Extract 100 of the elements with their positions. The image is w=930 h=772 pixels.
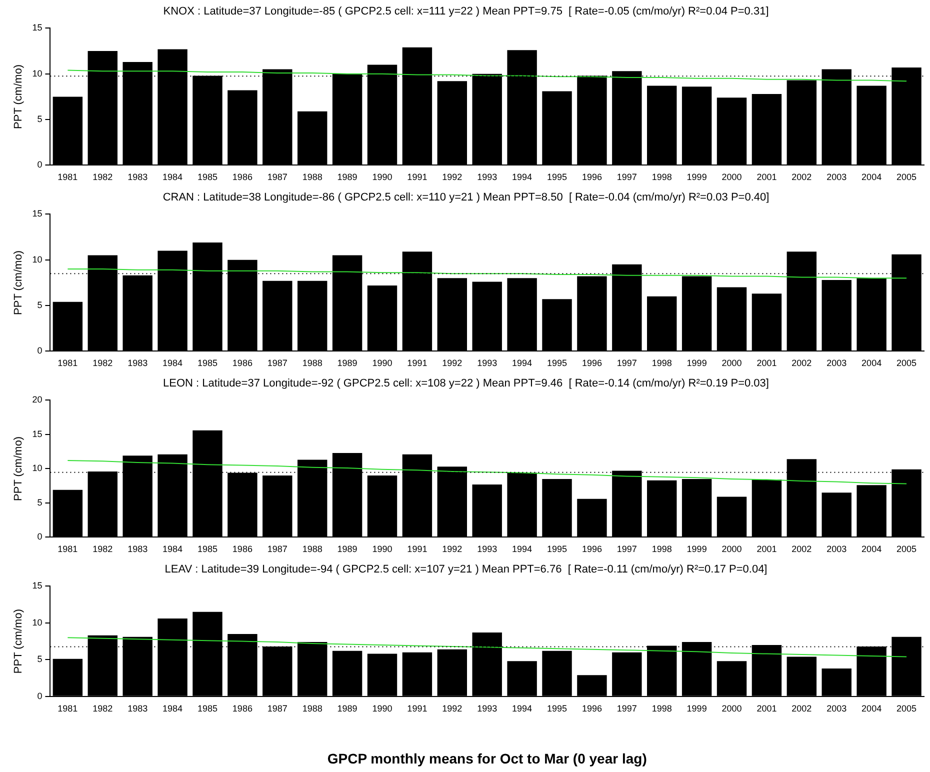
x-tick-label: 1994 xyxy=(512,544,532,554)
x-tick-label: 2002 xyxy=(792,358,812,368)
x-tick-label: 2001 xyxy=(756,172,777,182)
x-tick-label: 1991 xyxy=(407,358,428,368)
x-tick-label: 1991 xyxy=(407,172,428,182)
x-tick-label: 2005 xyxy=(896,358,917,368)
x-tick-label: 1990 xyxy=(372,172,392,182)
y-tick-label: 5 xyxy=(37,654,42,664)
y-tick-label: 5 xyxy=(37,497,42,508)
x-tick-label: 2001 xyxy=(756,544,777,554)
x-tick-label: 2001 xyxy=(756,358,777,368)
x-tick-label: 2002 xyxy=(792,544,812,554)
x-tick-label: 1981 xyxy=(58,358,78,368)
x-tick-label: 2004 xyxy=(862,172,882,182)
chart-title: LEAV : Latitude=39 Longitude=-94 ( GPCP2.5 cell: x=107 y=21 ) Mean PPT=6.76 [ Rate=-0.11 (cm/mo/yr) R²=0.17 P=0.04] xyxy=(164,564,768,576)
y-tick-label: 15 xyxy=(32,428,42,439)
x-tick-label: 1987 xyxy=(267,358,288,368)
x-tick-label: 1986 xyxy=(232,358,252,368)
chart-title: LEON : Latitude=37 Longitude=-92 ( GPCP2.5 cell: x=108 y=22 ) Mean PPT=9.46 [ Rate=-0.14 (cm/mo/yr) R²=0.19 P=0.03] xyxy=(163,378,769,390)
y-axis-title: PPT (cm/mo) xyxy=(12,609,25,674)
x-tick-label: 1986 xyxy=(232,172,252,182)
x-tick-label: 1984 xyxy=(162,703,183,714)
x-tick-label: 2000 xyxy=(722,544,742,554)
x-tick-label: 1989 xyxy=(337,544,358,554)
x-tick-label: 1987 xyxy=(267,703,288,714)
x-tick-label: 1995 xyxy=(546,544,568,554)
y-tick-label: 5 xyxy=(37,114,42,124)
y-tick-label: 15 xyxy=(32,580,42,591)
x-tick-label: 2003 xyxy=(826,703,847,714)
x-tick-label: 1999 xyxy=(686,544,707,554)
x-tick-label: 1989 xyxy=(337,703,358,714)
x-tick-label: 1994 xyxy=(512,172,532,182)
x-tick-label: 2000 xyxy=(722,358,742,368)
x-tick-label: 1998 xyxy=(652,703,672,714)
y-axis-title: PPT (cm/mo) xyxy=(12,436,25,501)
y-tick-label: 15 xyxy=(32,22,42,33)
y-tick-label: 0 xyxy=(37,160,42,170)
y-tick-label: 0 xyxy=(37,690,42,701)
x-tick-label: 2003 xyxy=(826,358,847,368)
x-tick-label: 1984 xyxy=(162,544,183,554)
x-tick-label: 1981 xyxy=(58,544,78,554)
y-tick-label: 5 xyxy=(37,300,42,310)
x-tick-label: 1999 xyxy=(686,358,707,368)
x-tick-label: 2001 xyxy=(756,703,777,714)
x-tick-label: 1987 xyxy=(267,172,288,182)
x-tick-label: 1981 xyxy=(58,703,78,714)
x-tick-label: 1989 xyxy=(337,172,358,182)
x-tick-label: 2005 xyxy=(896,544,917,554)
x-tick-label: 1992 xyxy=(442,703,462,714)
x-tick-label: 1983 xyxy=(128,172,148,182)
x-tick-label: 1998 xyxy=(652,358,672,368)
x-tick-label: 1981 xyxy=(58,172,78,182)
x-tick-label: 1999 xyxy=(686,172,707,182)
x-tick-label: 1988 xyxy=(302,703,322,714)
x-tick-label: 1996 xyxy=(582,703,602,714)
chart-title: CRAN : Latitude=38 Longitude=-86 ( GPCP2.5 cell: x=110 y=21 ) Mean PPT=8.50 [ Rate=-0.04 (cm/mo/yr) R²=0.03 P=0.40] xyxy=(162,192,770,204)
x-tick-label: 2004 xyxy=(862,544,882,554)
x-tick-label: 1984 xyxy=(162,172,183,182)
y-tick-label: 0 xyxy=(37,346,42,356)
x-tick-label: 1985 xyxy=(197,358,218,368)
x-axis-title: GPCP monthly means for Oct to Mar (0 year lag) xyxy=(327,750,647,766)
x-tick-label: 1992 xyxy=(442,172,462,182)
x-tick-label: 1982 xyxy=(92,358,113,368)
x-tick-label: 1987 xyxy=(267,544,288,554)
x-tick-label: 1993 xyxy=(477,358,498,368)
y-tick-label: 10 xyxy=(32,68,42,78)
x-tick-label: 1997 xyxy=(616,358,637,368)
x-tick-label: 1996 xyxy=(582,358,602,368)
x-tick-label: 1983 xyxy=(128,703,148,714)
y-axis-title: PPT (cm/mo) xyxy=(12,250,25,315)
y-tick-label: 20 xyxy=(32,394,42,405)
x-tick-label: 1984 xyxy=(162,358,183,368)
x-tick-label: 1997 xyxy=(616,703,637,714)
x-tick-label: 1988 xyxy=(302,358,322,368)
x-tick-label: 2000 xyxy=(722,172,742,182)
x-tick-label: 2005 xyxy=(896,172,917,182)
x-tick-label: 1996 xyxy=(582,172,602,182)
x-tick-label: 1994 xyxy=(512,358,532,368)
y-tick-label: 0 xyxy=(37,532,42,542)
x-tick-label: 1986 xyxy=(232,544,252,554)
x-tick-label: 1994 xyxy=(512,703,532,714)
y-tick-label: 10 xyxy=(32,254,42,264)
x-tick-label: 1983 xyxy=(128,544,148,554)
x-tick-label: 1982 xyxy=(92,703,113,714)
x-tick-label: 1998 xyxy=(652,172,672,182)
x-tick-label: 1995 xyxy=(546,703,568,714)
x-tick-label: 1997 xyxy=(616,544,637,554)
x-tick-label: 1990 xyxy=(372,358,392,368)
x-tick-label: 1995 xyxy=(546,358,568,368)
x-tick-label: 1995 xyxy=(546,172,568,182)
x-tick-label: 1986 xyxy=(232,703,252,714)
y-axis-title: PPT (cm/mo) xyxy=(12,64,25,129)
x-tick-label: 2004 xyxy=(862,358,882,368)
x-tick-label: 2005 xyxy=(896,703,917,714)
chart-title: KNOX : Latitude=37 Longitude=-85 ( GPCP2.5 cell: x=111 y=22 ) Mean PPT=9.75 [ Rate=-0.05 (cm/mo/yr) R²=0.04 P=0.31] xyxy=(163,6,769,18)
x-tick-label: 1988 xyxy=(302,544,322,554)
x-tick-label: 1982 xyxy=(92,544,113,554)
x-tick-label: 1989 xyxy=(337,358,358,368)
x-tick-label: 1991 xyxy=(407,703,428,714)
x-tick-label: 2003 xyxy=(826,544,847,554)
